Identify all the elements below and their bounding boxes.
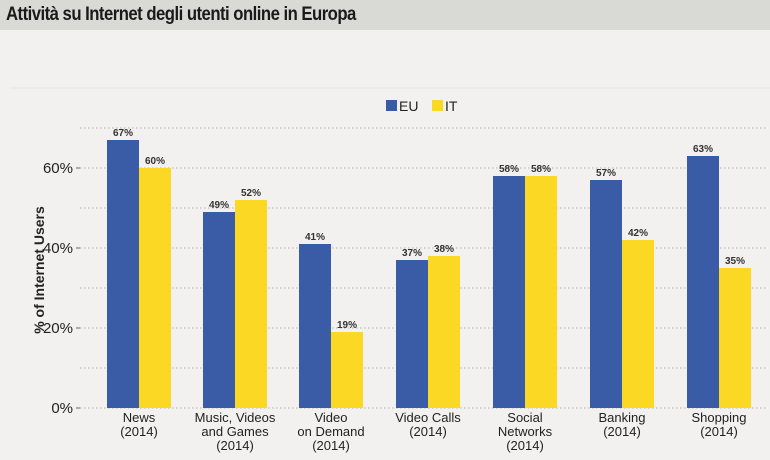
data-label: 67% xyxy=(113,128,133,139)
data-label: 58% xyxy=(531,164,551,175)
category-label: Video Calls (2014) xyxy=(395,410,461,439)
bar-eu xyxy=(107,140,139,408)
category-label: News (2014) xyxy=(120,410,158,439)
bar-it xyxy=(525,176,557,408)
category-label: Banking (2014) xyxy=(599,410,646,439)
bar-eu xyxy=(590,180,622,408)
y-tick-label: 20% xyxy=(43,320,73,337)
bar-it xyxy=(139,168,171,408)
data-label: 63% xyxy=(693,144,713,155)
chart-title: Attività su Internet degli utenti online… xyxy=(6,4,356,25)
bar-it xyxy=(235,200,267,408)
data-label: 49% xyxy=(209,200,229,211)
legend-label: IT xyxy=(445,98,458,114)
legend-swatch-eu xyxy=(386,100,397,111)
data-label: 58% xyxy=(499,164,519,175)
bar-eu xyxy=(493,176,525,408)
y-tick-label: 0% xyxy=(51,400,73,417)
category-label: Music, Videos and Games (2014) xyxy=(195,410,276,453)
bar-it xyxy=(622,240,654,408)
category-label: Social Networks (2014) xyxy=(498,410,553,453)
title-bar: Attività su Internet degli utenti online… xyxy=(0,0,770,30)
bar-eu xyxy=(396,260,428,408)
data-label: 52% xyxy=(241,188,261,199)
y-tick-label: 60% xyxy=(43,160,73,177)
data-label: 37% xyxy=(402,248,422,259)
bar-it xyxy=(331,332,363,408)
y-tick-label: 40% xyxy=(43,240,73,257)
data-label: 19% xyxy=(337,320,357,331)
data-label: 41% xyxy=(305,232,325,243)
data-label: 38% xyxy=(434,244,454,255)
data-label: 42% xyxy=(628,228,648,239)
bar-eu xyxy=(687,156,719,408)
bar-it xyxy=(719,268,751,408)
legend-label: EU xyxy=(399,98,418,114)
bar-eu xyxy=(299,244,331,408)
data-label: 57% xyxy=(596,168,616,179)
legend-swatch-it xyxy=(432,100,443,111)
bar-it xyxy=(428,256,460,408)
category-label: Shopping (2014) xyxy=(692,410,747,439)
y-axis-label: % of Internet Users xyxy=(31,206,47,334)
category-label: Video on Demand (2014) xyxy=(297,410,364,453)
data-label: 60% xyxy=(145,156,165,167)
data-label: 35% xyxy=(725,256,745,267)
bar-eu xyxy=(203,212,235,408)
